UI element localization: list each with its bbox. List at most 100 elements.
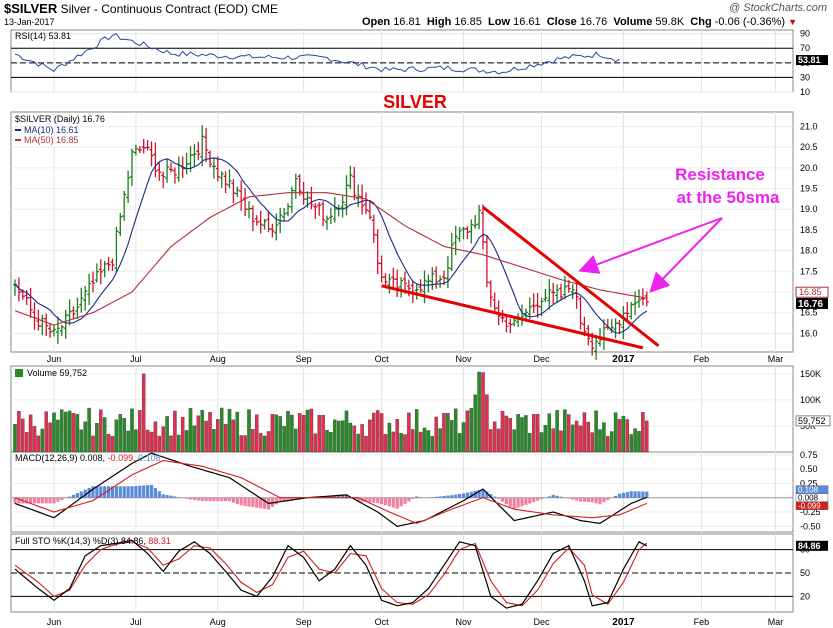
volume-bar	[145, 429, 150, 453]
volume-label: Volume	[613, 16, 653, 28]
volume-value: 59.8K	[655, 16, 685, 28]
macd-histogram-bar	[602, 497, 606, 503]
ohlc-bar	[91, 271, 95, 293]
ohlc-bar	[445, 256, 450, 289]
macd-histogram-bar	[461, 493, 466, 498]
sto-value-tag	[796, 540, 828, 551]
macd-histogram-bar	[247, 497, 251, 507]
x-tick-label-bottom: Feb	[694, 617, 710, 627]
macd-histogram-bar	[122, 486, 126, 498]
macd-histogram-bar	[149, 484, 154, 498]
volume-bar	[336, 420, 341, 453]
volume-bar	[492, 421, 497, 453]
ohlc-bar	[555, 284, 560, 303]
ohlc-bar	[594, 337, 599, 360]
macd-histogram-bar	[224, 497, 228, 502]
volume-bar	[134, 429, 138, 453]
price-tick-label: 19.5	[800, 184, 818, 194]
ohlc-bar	[102, 260, 107, 278]
chg-value: -0.06 (-0.36%)	[714, 16, 786, 28]
macd-histogram-bar	[575, 497, 579, 501]
ohlc-bar	[184, 152, 189, 175]
ohlc-bar	[559, 284, 563, 300]
macd-histogram-bar	[438, 496, 442, 498]
macd-signal-line	[14, 460, 648, 524]
volume-bar	[235, 411, 240, 453]
macd-histogram-bar	[212, 497, 216, 502]
volume-bar	[407, 412, 411, 453]
volume-bar	[301, 415, 306, 453]
ohlc-bar	[391, 267, 396, 289]
ohlc-bar	[293, 173, 298, 199]
ohlc-bar	[55, 316, 60, 344]
macd-histogram-bar	[516, 497, 520, 508]
macd-histogram-bar	[430, 497, 434, 498]
volume-bar	[258, 433, 263, 453]
volume-bar	[469, 408, 474, 453]
volume-bar	[481, 372, 485, 453]
macd-histogram-bar	[383, 497, 388, 506]
volume-bar	[621, 415, 626, 453]
ohlc-bar	[227, 169, 232, 189]
ohlc-bar	[274, 213, 279, 241]
macd-histogram-bar	[29, 497, 33, 504]
volume-bar	[333, 419, 337, 453]
volume-tick-label: 150K	[800, 369, 821, 379]
ohlc-bar	[399, 277, 404, 298]
x-tick-label-bottom: Oct	[375, 617, 390, 627]
ohlc-bar	[356, 184, 361, 208]
macd-histogram-bar	[614, 495, 618, 498]
macd-histogram-bar	[146, 485, 150, 498]
volume-bar	[169, 435, 173, 453]
macd-histogram-bar	[606, 497, 610, 501]
ma50-legend: MA(50) 16.85	[24, 135, 79, 145]
rsi-tick-label: 30	[800, 72, 810, 82]
volume-bar	[231, 419, 236, 453]
volume-bar	[383, 434, 388, 453]
ohlc-bar	[570, 284, 575, 300]
chg-label: Chg	[690, 16, 712, 28]
volume-bar	[75, 414, 80, 453]
ohlc-bar	[348, 165, 353, 189]
macd-histogram-bar	[633, 491, 637, 498]
volume-bar	[477, 371, 481, 453]
ohlc-bar	[133, 144, 138, 156]
ohlc-bar	[637, 289, 641, 308]
x-tick-label: Jul	[130, 354, 142, 364]
macd-histogram-bar	[489, 494, 493, 498]
volume-bar	[364, 435, 368, 453]
volume-bar	[24, 432, 29, 453]
upper-resistance-trendline	[482, 205, 660, 347]
macd-histogram-bar	[40, 497, 44, 504]
rsi-line	[14, 33, 620, 75]
ohlc-bar	[629, 301, 634, 320]
volume-bar	[633, 428, 637, 453]
volume-bar	[270, 414, 275, 453]
ohlc-bar	[172, 167, 177, 184]
volume-bar	[348, 422, 353, 453]
macd-histogram-bar	[188, 497, 193, 500]
ohlc-bar	[98, 259, 103, 285]
macd-histogram-bar	[157, 491, 161, 498]
volume-bar	[262, 435, 267, 453]
macd-histogram-bar	[44, 497, 48, 504]
ohlc-bar	[360, 184, 365, 215]
ohlc-bar	[36, 309, 41, 331]
volume-bar	[574, 420, 579, 453]
volume-bar	[243, 435, 247, 453]
volume-bar	[36, 435, 41, 453]
volume-bar	[251, 429, 255, 453]
macd-histogram-bar	[341, 495, 345, 498]
high-label: High	[426, 16, 452, 28]
volume-bar	[173, 410, 177, 453]
macd-histogram-bar	[485, 491, 489, 498]
ohlc-bar	[141, 138, 146, 154]
volume-bar	[309, 408, 314, 453]
volume-bar	[153, 421, 158, 453]
macd-histogram-bar	[547, 496, 551, 498]
ohlc-bar	[71, 306, 76, 320]
ohlc-bar	[535, 293, 540, 318]
grid-lines	[53, 30, 776, 612]
x-tick-label: Feb	[694, 354, 710, 364]
macd-histogram-bar	[590, 497, 594, 503]
